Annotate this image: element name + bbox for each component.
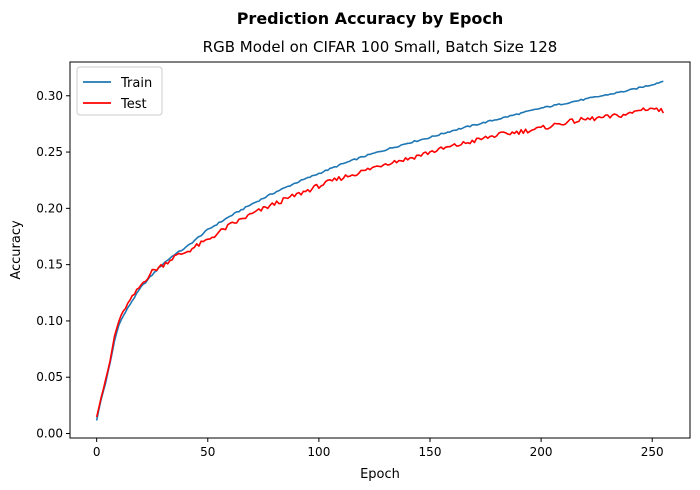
y-axis-label: Accuracy	[9, 220, 24, 280]
chart-subtitle: RGB Model on CIFAR 100 Small, Batch Size…	[203, 38, 558, 56]
y-tick-label: 0.25	[36, 145, 63, 159]
x-tick-label: 150	[419, 445, 442, 459]
x-tick-label: 200	[530, 445, 553, 459]
series-line-test	[95, 107, 665, 418]
x-tick-label: 50	[200, 445, 215, 459]
legend-box	[76, 66, 163, 116]
y-tick-label: 0.15	[36, 258, 63, 272]
y-tick-label: 0.10	[36, 314, 63, 328]
series-line-train	[95, 80, 664, 421]
y-tick-label: 0.00	[36, 426, 63, 440]
x-tick-label: 250	[641, 445, 664, 459]
x-tick-label: 0	[93, 445, 101, 459]
plot-frame	[69, 61, 691, 439]
legend-label-train: Train	[120, 76, 152, 91]
chart-title: Prediction Accuracy by Epoch	[237, 9, 504, 28]
x-tick-label: 100	[307, 445, 330, 459]
y-tick-label: 0.20	[36, 201, 63, 215]
x-axis-label: Epoch	[360, 467, 400, 482]
y-tick-label: 0.05	[36, 370, 63, 384]
legend-label-test: Test	[120, 97, 147, 112]
y-tick-label: 0.30	[36, 89, 63, 103]
